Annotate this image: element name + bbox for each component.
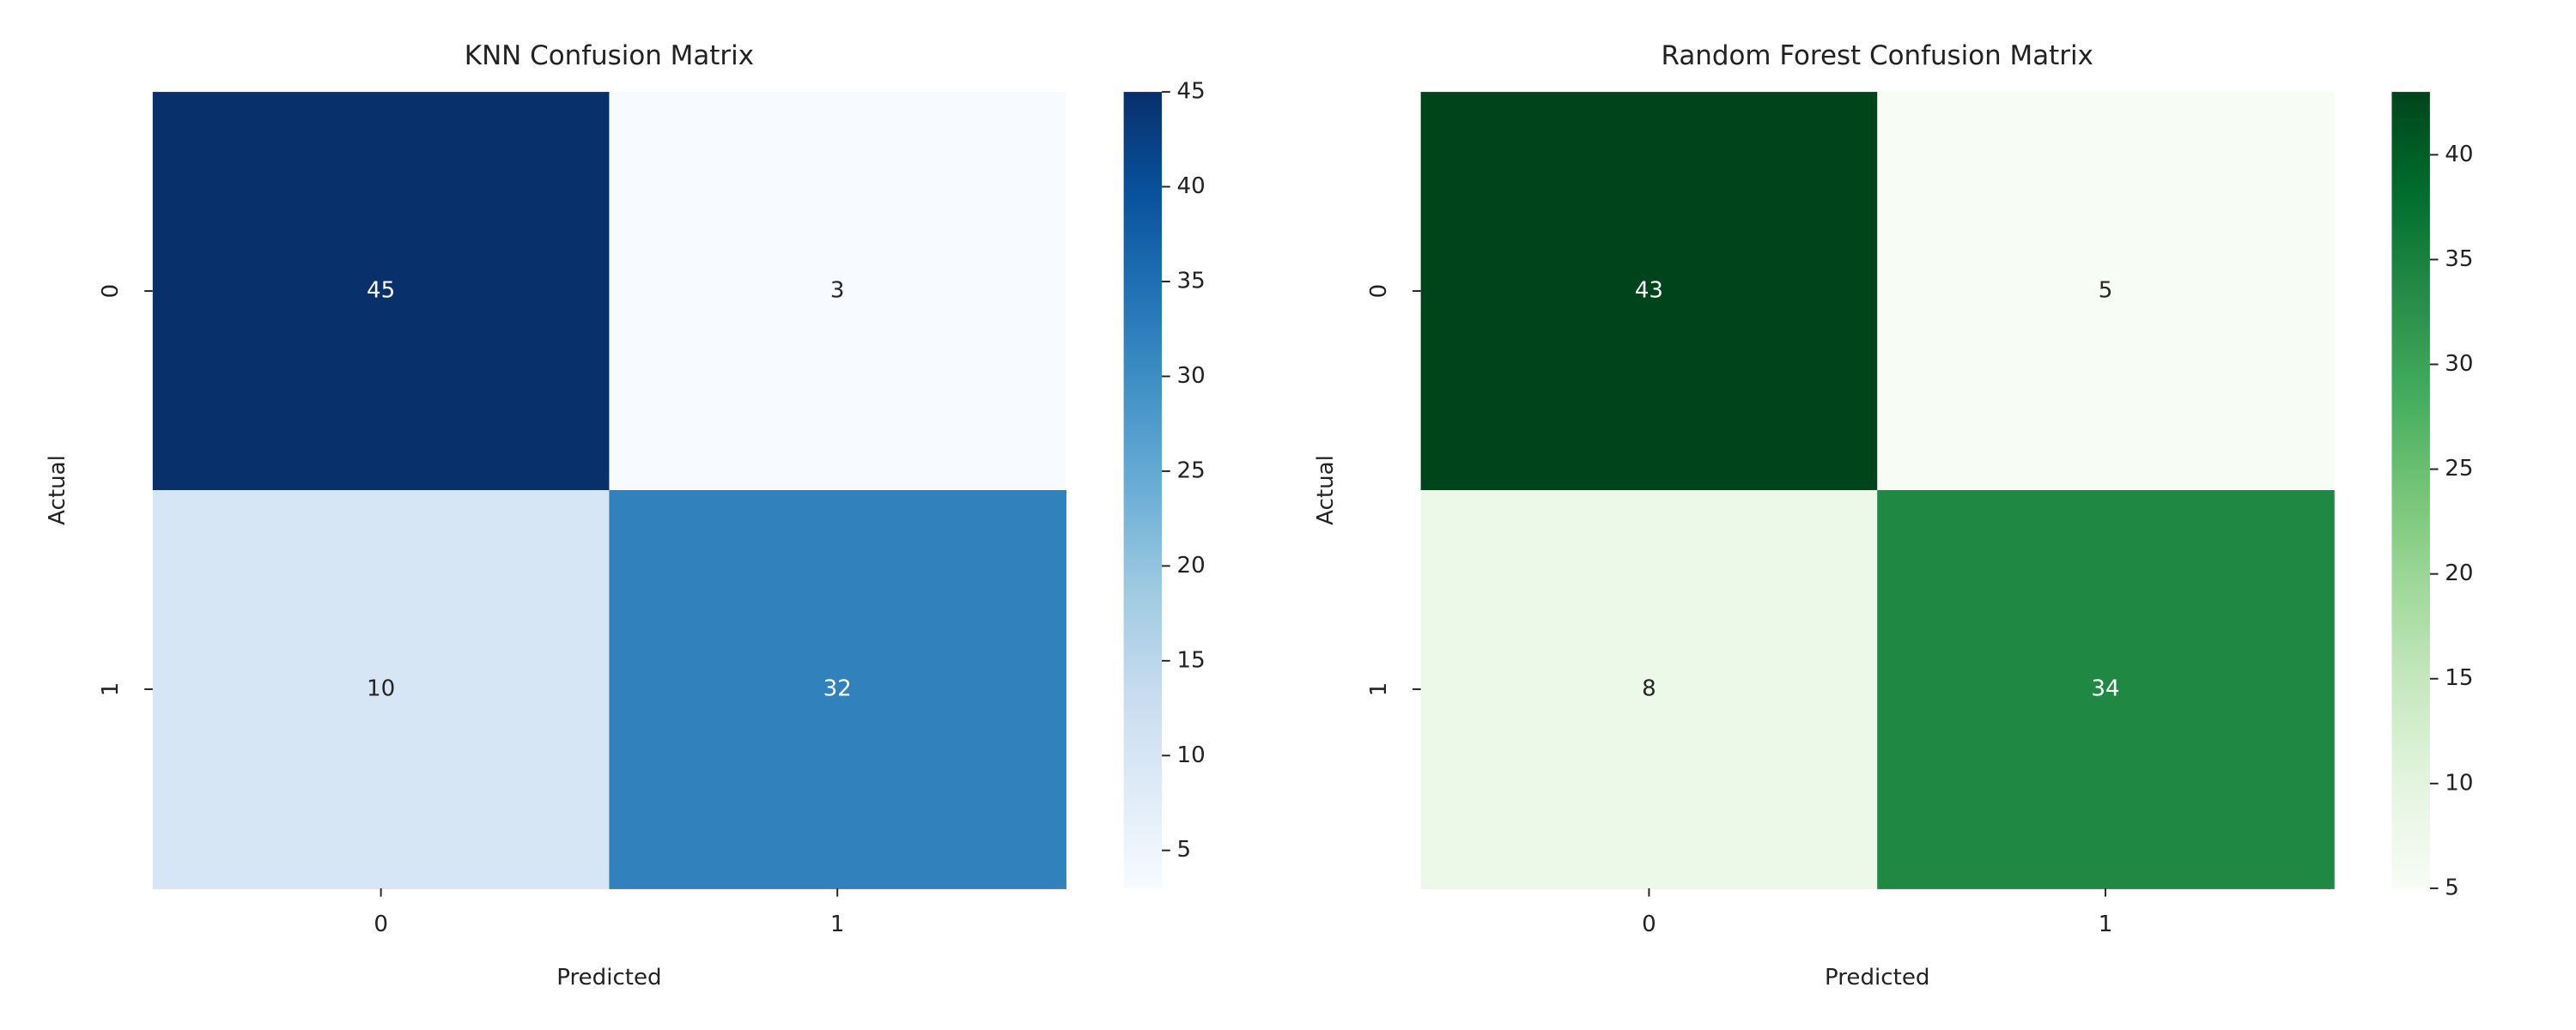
cell — [1420, 92, 1879, 491]
colorbar-tick-label: 25 — [1176, 457, 1205, 483]
cell-label: 10 — [367, 676, 395, 701]
colorbar-tick-label: 10 — [1176, 742, 1205, 768]
colorbar-tick-label: 15 — [2445, 665, 2473, 691]
colorbar-tick-label: 35 — [1176, 269, 1205, 294]
cell-label: 43 — [1635, 278, 1663, 304]
colorbar-tick-label: 45 — [1176, 79, 1205, 105]
cell — [609, 490, 1066, 889]
y-tick-label: 1 — [98, 682, 124, 697]
chart-title: KNN Confusion Matrix — [465, 40, 754, 71]
x-tick-label: 0 — [1642, 912, 1656, 937]
cell-label: 3 — [830, 278, 845, 304]
y-tick-label: 1 — [1366, 682, 1392, 697]
y-tick-label: 0 — [98, 284, 124, 299]
chart-title: Random Forest Confusion Matrix — [1662, 40, 2093, 71]
colorbar — [1123, 92, 1163, 888]
cell-label: 34 — [2091, 676, 2119, 701]
colorbar-tick-label: 15 — [1176, 647, 1205, 673]
cell — [152, 490, 611, 889]
cell-label: 32 — [823, 676, 852, 701]
colorbar-tick-label: 30 — [1176, 363, 1205, 389]
y-axis-label: Actual — [45, 455, 70, 525]
colorbar — [2391, 92, 2430, 888]
cell — [152, 92, 611, 491]
x-tick-label: 1 — [830, 912, 845, 937]
colorbar-tick-label: 10 — [2445, 770, 2473, 796]
colorbar-tick-label: 20 — [2445, 560, 2473, 586]
x-axis-label: Predicted — [556, 965, 661, 991]
colorbar-tick-label: 40 — [1176, 173, 1205, 199]
colorbar-tick-label: 25 — [2445, 456, 2473, 482]
colorbar-tick-label: 40 — [2445, 142, 2473, 167]
colorbar-tick-label: 30 — [2445, 351, 2473, 377]
cell — [1877, 490, 2335, 889]
y-axis-label: Actual — [1313, 455, 1339, 525]
cell-label: 45 — [367, 278, 395, 304]
colorbar-tick-label: 5 — [1176, 837, 1191, 863]
cell-label: 5 — [2099, 278, 2113, 304]
colorbar-tick-label: 20 — [1176, 553, 1205, 579]
x-tick-label: 1 — [2099, 912, 2113, 937]
x-tick-label: 0 — [374, 912, 388, 937]
y-tick-label: 0 — [1366, 284, 1392, 299]
cell — [1877, 92, 2335, 491]
x-axis-label: Predicted — [1825, 965, 1929, 991]
cell — [1420, 490, 1879, 889]
colorbar-tick-label: 5 — [2445, 875, 2459, 900]
cell-label: 8 — [1642, 676, 1656, 701]
colorbar-tick-label: 35 — [2445, 246, 2473, 272]
cell — [609, 92, 1066, 491]
